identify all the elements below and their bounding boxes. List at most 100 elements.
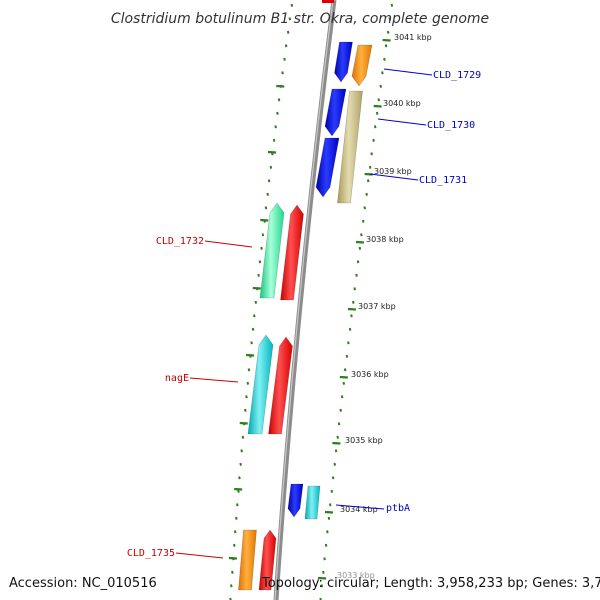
gene-label-cld-1730[interactable]: CLD_1730 <box>427 120 475 131</box>
tick-dot <box>342 381 346 385</box>
tick-label-3033: 3033 kbp <box>337 571 375 580</box>
tick-dot <box>353 287 357 291</box>
tick-dot <box>252 314 256 318</box>
tick-dot <box>388 17 392 21</box>
tick-dot <box>361 219 365 223</box>
gene-cld-1730-olive[interactable] <box>337 90 363 204</box>
tick-dot <box>230 584 233 588</box>
major-tick <box>324 510 334 514</box>
tick-dot <box>375 111 379 115</box>
tick-dot <box>328 503 332 507</box>
genome-backbone-highlight <box>274 0 334 600</box>
genome-backbone <box>273 0 337 600</box>
major-tick <box>382 38 391 42</box>
tick-track-right <box>318 3 394 600</box>
tick-dot <box>290 3 294 7</box>
tick-dot <box>343 368 347 372</box>
leader-line-cld-1735 <box>175 552 224 559</box>
gene-label-cld-1732[interactable]: CLD_1732 <box>156 236 204 247</box>
map-title: Clostridium botulinum B1 str. Okra, comp… <box>111 11 489 27</box>
major-tick <box>318 576 327 580</box>
gene-label-nage[interactable]: nagE <box>165 373 189 384</box>
tick-dot <box>245 395 248 399</box>
tick-dot <box>250 341 253 345</box>
tick-dot <box>368 165 372 169</box>
tick-dot <box>235 503 239 507</box>
tick-dot <box>360 233 363 237</box>
tick-dot <box>258 260 262 264</box>
tick-dot <box>288 17 292 21</box>
tick-dot <box>244 408 247 412</box>
gene-label-cld-1731[interactable]: CLD_1731 <box>419 175 467 186</box>
tick-dot <box>254 300 258 304</box>
gene-features <box>238 0 373 591</box>
gene-cld-1729[interactable] <box>334 41 353 83</box>
tick-dot <box>383 57 386 61</box>
major-tick <box>276 84 285 88</box>
gene-cld-1735[interactable] <box>238 529 257 591</box>
tick-dot <box>339 408 343 412</box>
leader-line-cld-1730 <box>377 118 427 126</box>
gene-label-ptba[interactable]: ptbA <box>386 503 410 514</box>
gene-cld-1732-red[interactable] <box>280 204 304 301</box>
tick-dot <box>264 206 268 210</box>
tick-dot <box>283 57 286 61</box>
major-tick <box>234 487 243 491</box>
gene-ptba[interactable] <box>304 485 321 520</box>
tick-dot <box>240 449 243 453</box>
tick-dot <box>246 381 250 385</box>
gene-label-cld-1735[interactable]: CLD_1735 <box>127 548 175 559</box>
gene-label-cld-1729[interactable]: CLD_1729 <box>433 70 481 81</box>
gene-nage[interactable] <box>247 334 274 435</box>
tick-dot <box>336 435 339 439</box>
tick-dot <box>274 125 277 129</box>
tick-label-3034: 3034 kbp <box>340 505 378 514</box>
tick-dot <box>241 435 245 439</box>
tick-label-3039: 3039 kbp <box>374 167 412 176</box>
tick-dot <box>238 476 241 480</box>
major-tick <box>332 441 341 445</box>
tick-dot <box>323 557 326 561</box>
tick-dot <box>229 597 232 600</box>
tick-dot <box>324 543 328 547</box>
tick-label-3040: 3040 kbp <box>383 99 421 108</box>
gene-fragment-top[interactable] <box>322 0 334 3</box>
tick-dot <box>266 192 269 196</box>
gene-cld-1732[interactable] <box>259 202 285 299</box>
gene-cld-1730[interactable] <box>324 88 347 137</box>
tick-dot <box>281 71 284 75</box>
tick-dot <box>267 179 271 183</box>
tick-dot <box>233 530 237 534</box>
gene-labels: CLD_1729 CLD_1730 CLD_1731 CLD_1732 nagE… <box>127 70 481 559</box>
tick-dot <box>269 165 273 169</box>
tick-dot <box>239 462 242 466</box>
tick-dot <box>276 111 279 115</box>
gene-ptba-blue[interactable] <box>287 483 304 518</box>
tick-dot <box>320 584 324 588</box>
tick-dot <box>350 314 353 318</box>
gene-nage-red[interactable] <box>268 336 293 435</box>
tick-dot <box>340 395 344 399</box>
leader-line-nage <box>189 377 239 383</box>
tick-dot <box>347 341 350 345</box>
tick-dot <box>272 138 276 142</box>
tick-dot <box>356 260 360 264</box>
leader-line-ptba <box>335 504 385 510</box>
tick-label-3038: 3038 kbp <box>366 235 404 244</box>
tick-dot <box>348 327 352 331</box>
tick-dot <box>257 273 260 277</box>
gene-cld-1729-partner[interactable] <box>351 44 373 87</box>
major-tick <box>355 240 365 244</box>
tick-dot <box>345 354 349 358</box>
tick-dot <box>337 422 341 426</box>
tick-track-left <box>228 3 294 600</box>
tick-dot <box>331 476 335 480</box>
tick-dot <box>286 30 290 34</box>
tick-dot <box>386 30 390 34</box>
tick-dot <box>322 570 325 574</box>
gene-cld-1731[interactable] <box>315 137 340 198</box>
gene-cld-1735-red[interactable] <box>258 529 277 591</box>
tick-dot <box>358 246 362 250</box>
